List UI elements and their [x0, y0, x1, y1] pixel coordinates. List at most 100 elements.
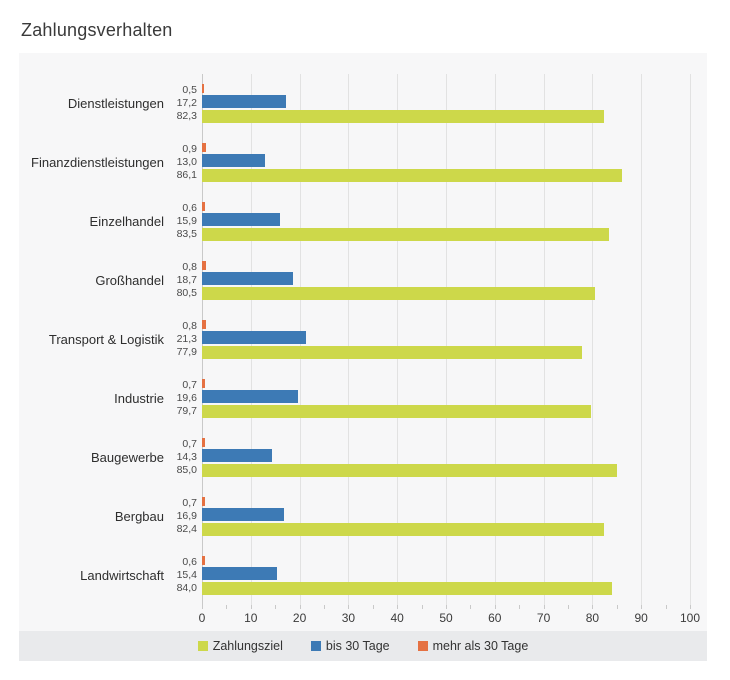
legend: Zahlungsziel bis 30 Tage mehr als 30 Tage	[19, 631, 707, 661]
x-tick	[421, 605, 423, 609]
legend-swatch-mehr-als-30-tage	[417, 641, 428, 651]
category-label: Industrie	[114, 391, 164, 406]
value-label-zahlungsziel: 79,7	[176, 405, 197, 417]
value-label-mehr-als-30-tage: 0,9	[182, 143, 197, 155]
x-tick-label: 100	[679, 611, 701, 625]
bar-zahlungsziel	[202, 523, 605, 536]
value-label-bis-30-tage: 13,0	[176, 156, 197, 168]
x-tick	[299, 605, 301, 609]
bar-group	[202, 320, 690, 359]
value-label-mehr-als-30-tage: 0,6	[182, 556, 197, 568]
legend-label: mehr als 30 Tage	[432, 639, 529, 653]
x-tick	[665, 605, 667, 609]
value-label-mehr-als-30-tage: 0,8	[182, 261, 197, 273]
bar-zahlungsziel	[202, 346, 583, 359]
value-labels: 0,5 17,2 82,3	[164, 84, 202, 123]
x-tick-label: 20	[292, 611, 307, 625]
value-label-bis-30-tage: 17,2	[176, 97, 197, 109]
page: Zahlungsverhalten Dienstleistungen 0,5 17,…	[19, 20, 707, 661]
x-tick-label: 0	[198, 611, 206, 625]
value-label-zahlungsziel: 83,5	[176, 228, 197, 240]
value-label-zahlungsziel: 86,1	[176, 169, 197, 181]
category-label: Finanzdienstleistungen	[31, 155, 164, 170]
x-tick	[226, 605, 228, 609]
x-tick	[397, 605, 399, 609]
bar-mehr-als-30-tage	[202, 556, 205, 565]
x-tick	[519, 605, 521, 609]
value-label-zahlungsziel: 85,0	[176, 464, 197, 476]
category-row-finanzdienstleistungen: Finanzdienstleistungen 0,9 13,0 86,1	[19, 133, 707, 192]
value-label-zahlungsziel: 82,3	[176, 110, 197, 122]
bar-mehr-als-30-tage	[202, 438, 206, 447]
bar-zahlungsziel	[202, 169, 623, 182]
x-tick	[690, 605, 691, 609]
bar-bis-30-tage	[202, 567, 278, 580]
x-tick	[592, 605, 594, 609]
value-label-mehr-als-30-tage: 0,6	[182, 202, 197, 214]
x-tick	[372, 605, 374, 609]
bar-bis-30-tage	[202, 272, 294, 285]
bar-group	[202, 379, 690, 418]
bar-bis-30-tage	[202, 449, 272, 462]
value-labels: 0,7 16,9 82,4	[164, 497, 202, 536]
x-tick-label: 40	[390, 611, 404, 625]
bar-bis-30-tage	[202, 213, 280, 226]
category-label: Bergbau	[114, 509, 164, 524]
value-label-bis-30-tage: 19,6	[176, 392, 197, 404]
category-row-baugewerbe: Baugewerbe 0,7 14,3 85,0	[19, 428, 707, 487]
category-row-dienstleistungen: Dienstleistungen 0,5 17,2 82,3	[19, 74, 707, 133]
x-tick	[470, 605, 472, 609]
bar-bis-30-tage	[202, 390, 298, 403]
value-label-zahlungsziel: 80,5	[176, 287, 197, 299]
bar-bis-30-tage	[202, 95, 286, 108]
value-label-mehr-als-30-tage: 0,7	[182, 497, 197, 509]
x-tick	[641, 605, 643, 609]
value-label-bis-30-tage: 15,9	[176, 215, 197, 227]
bar-zahlungsziel	[202, 287, 595, 300]
category-row-bergbau: Bergbau 0,7 16,9 82,4	[19, 487, 707, 546]
x-tick	[494, 605, 496, 609]
legend-label: bis 30 Tage	[325, 639, 390, 653]
legend-label: Zahlungsziel	[212, 639, 283, 653]
category-label: Einzelhandel	[89, 214, 164, 229]
category-row-einzelhandel: Einzelhandel 0,6 15,9 83,5	[19, 192, 707, 251]
category-label: Transport & Logistik	[48, 332, 164, 347]
category-row-gro-handel: Großhandel 0,8 18,7 80,5	[19, 251, 707, 310]
chart-rows: Dienstleistungen 0,5 17,2 82,3 Finanzdienstl…	[19, 74, 707, 605]
category-label: Großhandel	[95, 273, 164, 288]
value-labels: 0,9 13,0 86,1	[164, 143, 202, 182]
bar-zahlungsziel	[202, 464, 617, 477]
value-labels: 0,8 18,7 80,5	[164, 261, 202, 300]
bar-mehr-als-30-tage	[202, 143, 207, 152]
x-tick-label: 10	[244, 611, 258, 625]
bar-zahlungsziel	[202, 110, 604, 123]
x-axis: 0 10 20 30 40 50 60 70 80 90 100	[198, 605, 700, 631]
x-tick	[568, 605, 569, 609]
category-label: Dienstleistungen	[67, 96, 164, 111]
x-tick-label: 70	[536, 611, 551, 625]
value-labels: 0,7 19,6 79,7	[164, 379, 202, 418]
category-row-landwirtschaft: Landwirtschaft 0,6 15,4 84,0	[19, 546, 707, 605]
value-labels: 0,6 15,4 84,0	[164, 556, 202, 595]
bar-zahlungsziel	[202, 405, 591, 418]
bar-bis-30-tage	[202, 331, 306, 344]
x-tick-label: 60	[488, 611, 502, 625]
value-label-zahlungsziel: 77,9	[176, 346, 197, 358]
legend-swatch-bis-30-tage	[310, 641, 321, 651]
x-tick	[543, 605, 545, 609]
x-tick	[324, 605, 325, 609]
value-label-mehr-als-30-tage: 0,5	[182, 84, 197, 96]
x-tick-label: 80	[585, 611, 600, 625]
x-tick-label: 90	[634, 611, 648, 625]
bar-mehr-als-30-tage	[202, 84, 205, 93]
category-row-transport-logistik: Transport & Logistik 0,8 21,3 77,9	[19, 310, 707, 369]
value-label-bis-30-tage: 21,3	[176, 333, 197, 345]
legend-item-mehr-als-30-tage: mehr als 30 Tage	[417, 639, 529, 653]
x-tick-label: 50	[439, 611, 453, 625]
x-tick	[446, 605, 447, 609]
bar-group	[202, 202, 690, 241]
bar-zahlungsziel	[202, 582, 612, 595]
bar-mehr-als-30-tage	[202, 261, 206, 270]
value-label-bis-30-tage: 16,9	[176, 510, 197, 522]
chart-container: Dienstleistungen 0,5 17,2 82,3 Finanzdienstl…	[19, 53, 707, 661]
